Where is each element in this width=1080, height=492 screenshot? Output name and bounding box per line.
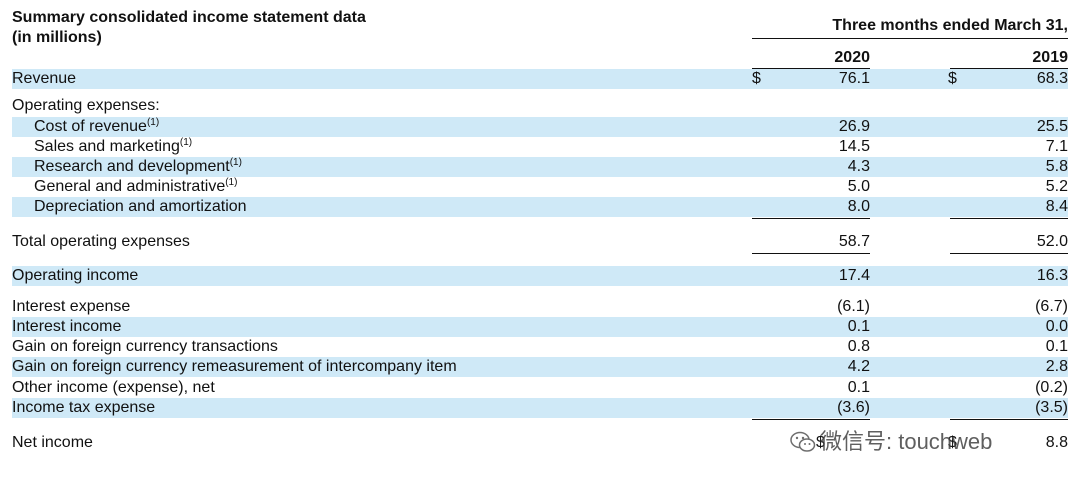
value-2019: 68.3	[1036, 70, 1068, 87]
value-2020: 4.3	[847, 158, 870, 175]
table-row: Sales and marketing(1) 14.5 7.1	[0, 137, 1080, 157]
table-row: Interest expense (6.1) (6.7)	[0, 297, 1080, 317]
watermark-text: 微信号: touchweb	[820, 429, 993, 454]
total-rule	[752, 253, 870, 254]
row-label: Operating income	[12, 267, 139, 284]
footnote-marker: (1)	[229, 157, 242, 168]
value-2019: 52.0	[1036, 233, 1068, 250]
value-2019: 0.1	[1045, 338, 1068, 355]
value-2020: 17.4	[838, 267, 870, 284]
value-2019: 7.1	[1045, 138, 1068, 155]
row-label: General and administrative(1)	[34, 177, 238, 196]
value-2019: 5.2	[1045, 178, 1068, 195]
value-2019: 0.0	[1045, 318, 1068, 335]
title-line-1: Summary consolidated income statement da…	[12, 9, 366, 26]
table-row: Operating expenses:	[0, 96, 1080, 116]
table-row: Total operating expenses 58.7 52.0	[0, 232, 1080, 252]
table-row: Gain on foreign currency remeasurement o…	[0, 357, 1080, 377]
table-row: Operating income 17.4 16.3	[0, 266, 1080, 286]
period-underline	[752, 38, 1068, 39]
value-2020: 5.0	[847, 178, 870, 195]
footnote-marker: (1)	[225, 177, 238, 188]
value-2019: 8.4	[1045, 198, 1068, 215]
table-row: Gain on foreign currency transactions 0.…	[0, 337, 1080, 357]
row-band	[12, 197, 1068, 217]
subtotal-rule	[950, 218, 1068, 219]
row-label: Sales and marketing(1)	[34, 137, 193, 156]
value-2019: 5.8	[1045, 158, 1068, 175]
value-2019: 8.8	[1045, 434, 1068, 451]
table-row: Other income (expense), net 0.1 (0.2)	[0, 378, 1080, 398]
watermark: 微信号: touchweb	[790, 428, 992, 456]
column-header-2020: 2020	[834, 49, 870, 66]
row-label: Research and development(1)	[34, 157, 242, 176]
currency-symbol: $	[948, 70, 957, 87]
table-row: Revenue $ 76.1 $ 68.3	[0, 69, 1080, 89]
title-line-2: (in millions)	[12, 29, 102, 46]
row-band	[12, 157, 1068, 177]
value-2020: 8.0	[847, 198, 870, 215]
footnote-marker: (1)	[146, 117, 160, 128]
table-row: Cost of revenue(1) 26.9 25.5	[0, 117, 1080, 137]
value-2020: 0.1	[847, 379, 870, 396]
table-title: Summary consolidated income statement da…	[12, 8, 366, 48]
row-label: Total operating expenses	[12, 233, 190, 250]
row-band	[12, 317, 1068, 337]
value-2020: 14.5	[838, 138, 870, 155]
value-2019: 16.3	[1036, 267, 1068, 284]
section-label: Operating expenses:	[12, 97, 160, 114]
currency-symbol: $	[752, 70, 761, 87]
row-label: Other income (expense), net	[12, 379, 215, 396]
wechat-icon	[790, 431, 816, 452]
table-row: Interest income 0.1 0.0	[0, 317, 1080, 337]
subtotal-rule	[950, 419, 1068, 420]
row-label: Revenue	[12, 70, 77, 87]
row-label: Interest expense	[12, 298, 131, 315]
value-2020: (3.6)	[837, 399, 870, 416]
subtotal-rule	[752, 218, 870, 219]
row-label: Gain on foreign currency remeasurement o…	[12, 358, 457, 375]
value-2020: 26.9	[838, 118, 870, 135]
total-rule	[950, 253, 1068, 254]
period-header: Three months ended March 31,	[832, 17, 1068, 34]
row-band	[12, 266, 1068, 286]
row-label: Cost of revenue(1)	[34, 117, 160, 136]
value-2020: 58.7	[838, 233, 870, 250]
currency-symbol: $	[948, 434, 957, 451]
value-2019: 25.5	[1036, 118, 1068, 135]
table-row: Net income $ $ 8.8	[0, 433, 1080, 453]
subtotal-rule	[752, 419, 870, 420]
row-band	[12, 357, 1068, 377]
table-row: Depreciation and amortization 8.0 8.4	[0, 197, 1080, 217]
row-band	[12, 398, 1068, 418]
value-2020: (6.1)	[837, 298, 870, 315]
table-row: Research and development(1) 4.3 5.8	[0, 157, 1080, 177]
column-underline-2019	[950, 68, 1068, 69]
footnote-marker: (1)	[179, 137, 193, 148]
row-label: Depreciation and amortization	[34, 198, 247, 215]
value-2020: 0.8	[847, 338, 870, 355]
currency-symbol: $	[816, 434, 825, 451]
column-underline-2020	[752, 68, 870, 69]
value-2019: (0.2)	[1035, 379, 1068, 396]
row-label: Gain on foreign currency transactions	[12, 338, 278, 355]
value-2019: 2.8	[1045, 358, 1068, 375]
row-label: Interest income	[12, 318, 122, 335]
row-band	[12, 69, 1068, 89]
value-2019: (6.7)	[1035, 298, 1068, 315]
row-label: Income tax expense	[12, 399, 156, 416]
value-2020: 4.2	[847, 358, 870, 375]
row-label: Net income	[12, 434, 93, 451]
table-row: Income tax expense (3.6) (3.5)	[0, 398, 1080, 418]
value-2019: (3.5)	[1035, 399, 1068, 416]
row-band	[12, 117, 1068, 137]
value-2020: 0.1	[847, 318, 870, 335]
value-2020: 76.1	[838, 70, 870, 87]
table-row: General and administrative(1) 5.0 5.2	[0, 177, 1080, 197]
column-header-2019: 2019	[1032, 49, 1068, 66]
